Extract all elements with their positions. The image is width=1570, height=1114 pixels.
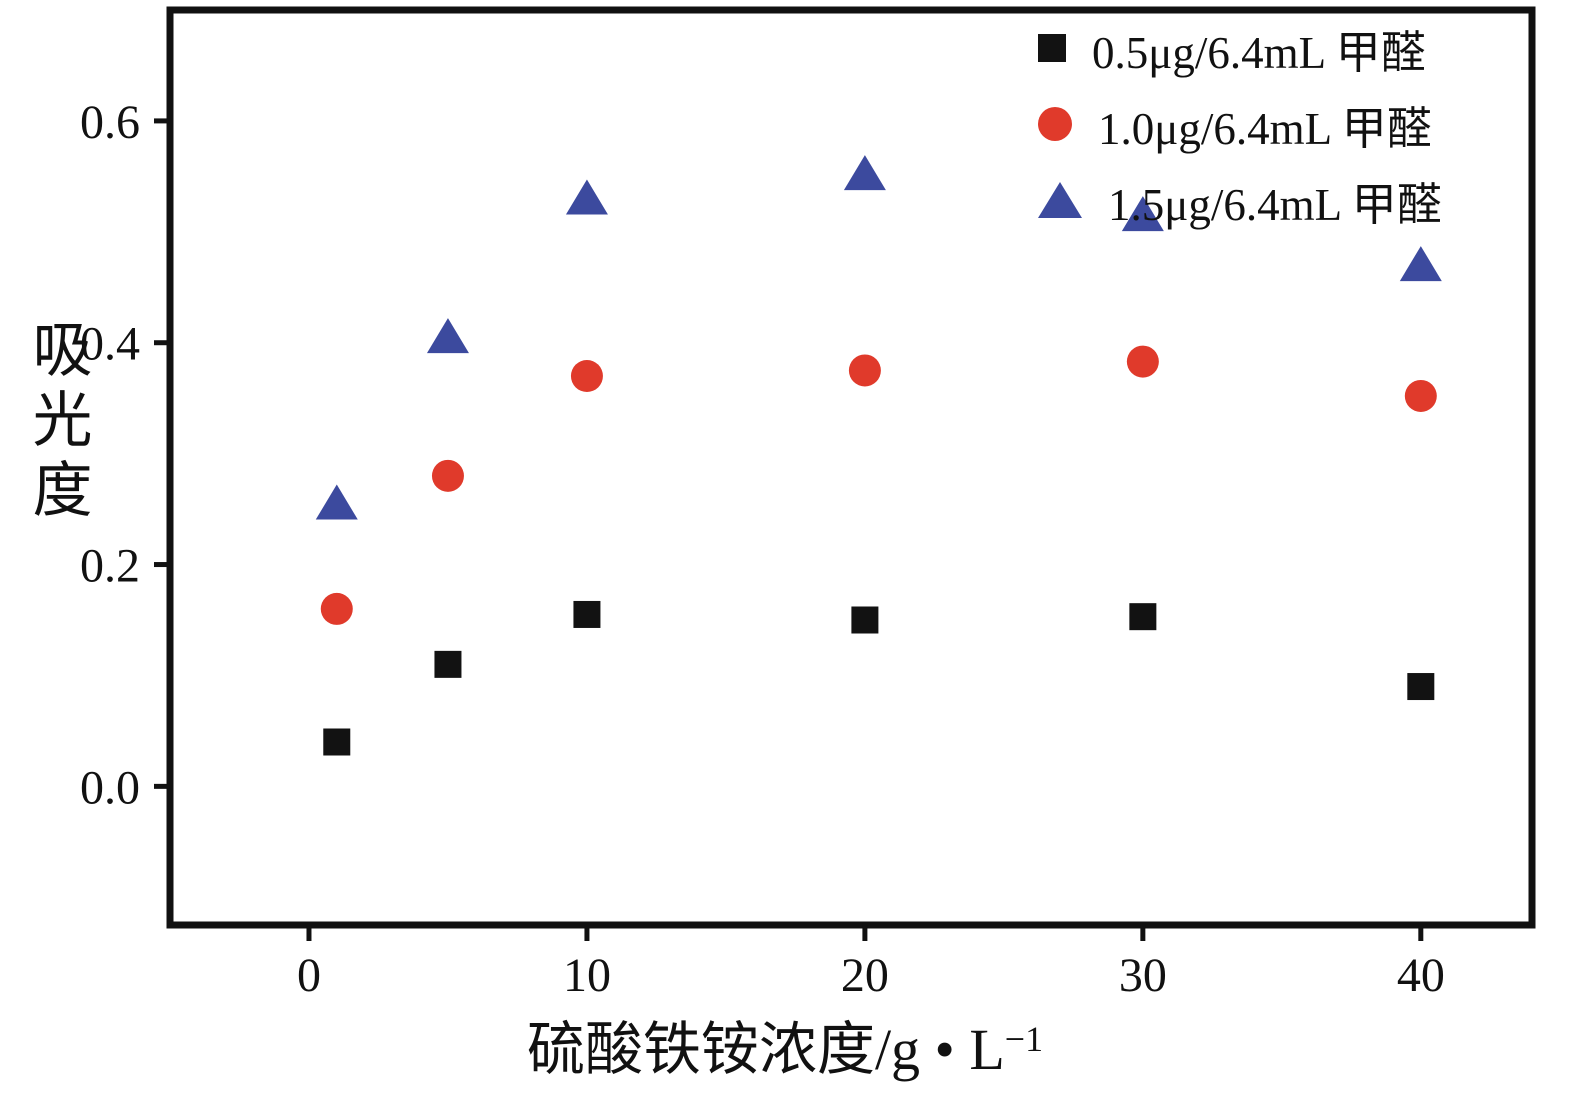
circle-marker-icon <box>1038 107 1072 141</box>
svg-text:0.6: 0.6 <box>80 96 140 149</box>
svg-text:40: 40 <box>1397 949 1445 1002</box>
legend-label-series1: 0.5μg/6.4mL 甲醛 <box>1092 27 1426 78</box>
x-axis-title-text: 硫酸铁铵浓度/g • L <box>526 1017 1005 1082</box>
legend: 0.5μg/6.4mL 甲醛 1.0μg/6.4mL 甲醛 1.5μg/6.4m… <box>1038 16 1442 232</box>
svg-text:10: 10 <box>563 949 611 1002</box>
legend-item-series3: 1.5μg/6.4mL 甲醛 <box>1038 168 1442 232</box>
triangle-marker-icon <box>1038 182 1082 218</box>
square-marker-icon <box>1038 34 1066 62</box>
svg-text:0.0: 0.0 <box>80 761 140 814</box>
svg-text:20: 20 <box>841 949 889 1002</box>
legend-item-series1: 0.5μg/6.4mL 甲醛 <box>1038 16 1442 80</box>
y-axis-title: 吸光度 <box>24 318 90 528</box>
svg-text:0.2: 0.2 <box>80 540 140 593</box>
svg-text:0.4: 0.4 <box>80 318 140 371</box>
x-axis-title-exponent: −1 <box>1004 1019 1044 1059</box>
legend-item-series2: 1.0μg/6.4mL 甲醛 <box>1038 92 1442 156</box>
svg-text:0: 0 <box>297 949 321 1002</box>
x-axis-title: 硫酸铁铵浓度/g • L−1 <box>0 1002 1570 1086</box>
svg-text:30: 30 <box>1119 949 1167 1002</box>
legend-label-series2: 1.0μg/6.4mL 甲醛 <box>1098 103 1432 154</box>
legend-label-series3: 1.5μg/6.4mL 甲醛 <box>1108 179 1442 230</box>
